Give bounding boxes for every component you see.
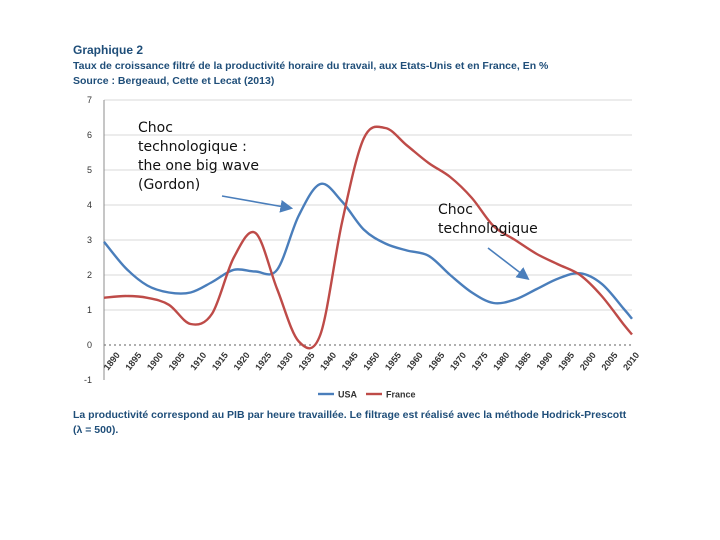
x-tick-label: 1970 — [448, 350, 468, 372]
x-tick-label: 1935 — [296, 350, 316, 372]
annotation-right: Choc technologique — [438, 201, 538, 239]
annotation-right-line: Choc — [438, 202, 473, 218]
footnote-line-1: La productivité correspond au PIB par he… — [73, 409, 627, 421]
x-tick-label: 1890 — [102, 350, 122, 372]
annotation-left-line: technologique : — [138, 139, 247, 155]
annotation-left: Choc technologique : the one big wave (G… — [138, 119, 259, 195]
x-tick-label: 1965 — [426, 350, 446, 372]
y-tick-label: -1 — [84, 375, 92, 385]
chart-source: Source : Bergeaud, Cette et Lecat (2013) — [73, 75, 275, 87]
arrow-right — [487, 247, 530, 280]
chart-subtitle: Taux de croissance filtré de la producti… — [73, 60, 549, 72]
x-tick-label: 1980 — [491, 350, 511, 372]
x-tick-label: 1955 — [383, 350, 403, 372]
legend-label-usa: USA — [338, 390, 358, 400]
y-tick-label: 6 — [87, 130, 92, 140]
y-tick-label: 7 — [87, 95, 92, 105]
footnote-line-2: (λ = 500). — [73, 424, 119, 436]
grid-lines — [104, 99, 632, 311]
annotation-right-line: technologique — [438, 221, 538, 237]
x-tick-label: 1910 — [188, 350, 208, 372]
y-tick-label: 0 — [87, 340, 92, 350]
x-tick-label: 1990 — [534, 350, 554, 372]
x-tick-label: 1895 — [123, 350, 143, 372]
x-tick-label: 1900 — [145, 350, 165, 372]
annotation-left-line: (Gordon) — [138, 177, 201, 193]
x-tick-label: 2000 — [578, 350, 598, 372]
x-tick-label: 2010 — [621, 350, 641, 372]
y-tick-label: 4 — [87, 200, 92, 210]
legend-label-france: France — [386, 390, 416, 400]
x-tick-label: 1905 — [167, 350, 187, 372]
x-tick-label: 2005 — [599, 350, 619, 372]
x-tick-label: 1985 — [513, 350, 533, 372]
y-tick-label: 5 — [87, 165, 92, 175]
x-tick-label: 1950 — [361, 350, 381, 372]
series-line-usa — [103, 182, 633, 320]
arrow-left — [221, 195, 294, 213]
x-tick-label: 1995 — [556, 350, 576, 372]
x-tick-label: 1940 — [318, 350, 338, 372]
y-tick-label: 2 — [87, 270, 92, 280]
x-tick-label: 1925 — [253, 350, 273, 372]
x-tick-label: 1945 — [340, 350, 360, 372]
x-tick-label: 1975 — [470, 350, 490, 372]
annotation-left-line: the one big wave — [138, 158, 259, 174]
x-tick-label: 1920 — [232, 350, 252, 372]
x-tick-label: 1915 — [210, 350, 230, 372]
x-tick-label: 1960 — [405, 350, 425, 372]
chart-title: Graphique 2 — [73, 43, 144, 57]
annotation-left-line: Choc — [138, 120, 173, 136]
x-tick-label: 1930 — [275, 350, 295, 372]
series-line-france — [103, 125, 633, 350]
y-tick-label: 3 — [87, 235, 92, 245]
series-lines — [103, 125, 633, 350]
legend: USA France — [318, 390, 416, 400]
y-tick-label: 1 — [87, 305, 92, 315]
